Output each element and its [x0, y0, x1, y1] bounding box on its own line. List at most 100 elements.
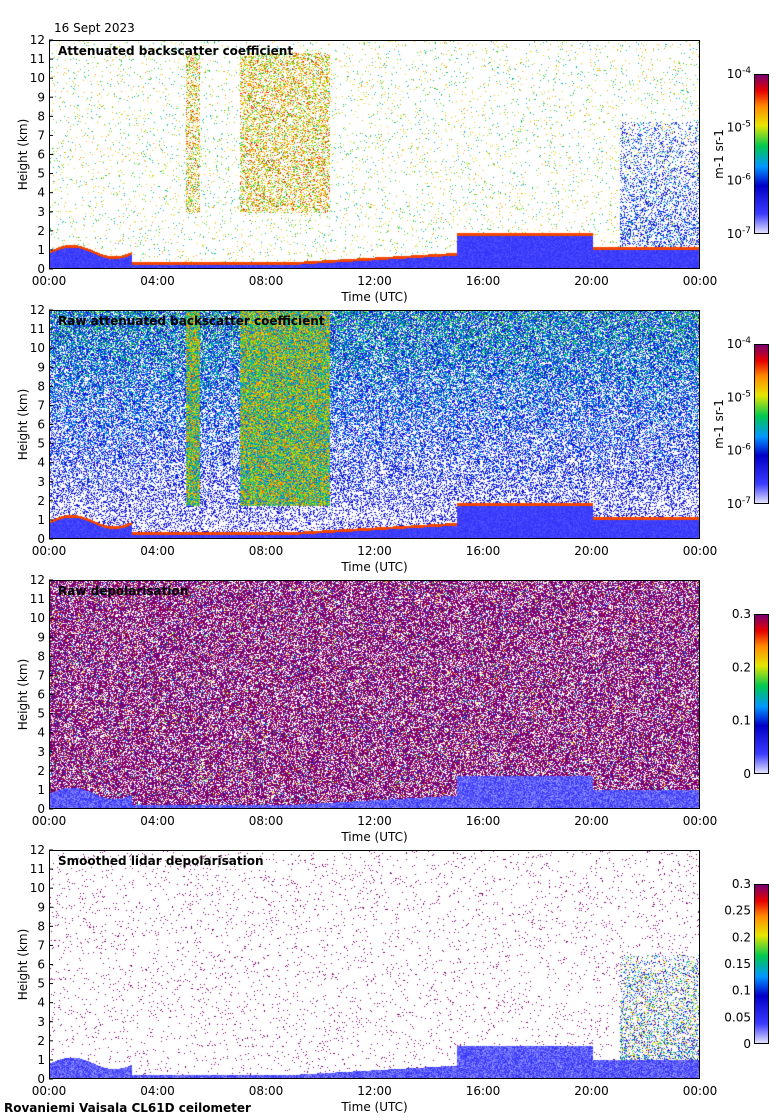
colorbar-tick-label: 0.3 — [732, 607, 751, 621]
y-tick-label: 7 — [37, 938, 45, 952]
x-tick-label: 12:00 — [357, 544, 392, 558]
y-tick-label: 0 — [37, 262, 45, 276]
colorbar-tick-label: 10-5 — [727, 389, 751, 404]
y-tick-label: 9 — [37, 90, 45, 104]
y-tick-label: 7 — [37, 398, 45, 412]
y-tick-label: 3 — [37, 745, 45, 759]
y-tick-label: 12 — [30, 843, 45, 857]
x-tick-label: 20:00 — [574, 1084, 609, 1098]
y-tick-label: 11 — [30, 322, 45, 336]
colorbar — [754, 614, 769, 774]
x-tick-label: 16:00 — [466, 274, 501, 288]
y-tick-label: 9 — [37, 630, 45, 644]
chart-title: Raw depolarisation — [58, 584, 189, 598]
y-tick-label: 8 — [37, 649, 45, 663]
colorbar-unit-label: m-1 sr-1 — [712, 399, 726, 449]
y-tick-label: 6 — [37, 688, 45, 702]
y-tick-label: 9 — [37, 900, 45, 914]
x-tick-label: 00:00 — [32, 814, 67, 828]
y-tick-label: 1 — [37, 513, 45, 527]
x-tick-label: 20:00 — [574, 274, 609, 288]
colorbar-tick-label: 10-6 — [727, 173, 752, 188]
y-tick-label: 0 — [37, 802, 45, 816]
y-tick-label: 8 — [37, 379, 45, 393]
x-tick-label: 20:00 — [574, 544, 609, 558]
colorbar-tick-label: 10-4 — [727, 66, 752, 81]
colorbar-tick-label: 0 — [743, 767, 751, 781]
x-tick-label: 16:00 — [466, 544, 501, 558]
x-tick-label: 04:00 — [140, 274, 175, 288]
y-tick-label: 12 — [30, 303, 45, 317]
colorbar — [754, 884, 769, 1044]
colorbar-tick-label: 10-7 — [727, 496, 751, 511]
y-tick-label: 6 — [37, 958, 45, 972]
y-tick-label: 12 — [30, 33, 45, 47]
x-tick-label: 08:00 — [249, 274, 284, 288]
heatmap-plot-area: Raw depolarisation — [49, 580, 700, 809]
y-axis-label: Height (km) — [16, 659, 30, 730]
y-tick-label: 3 — [37, 475, 45, 489]
x-tick-label: 00:00 — [683, 1084, 718, 1098]
heatmap-plot-area: Raw attenuated backscatter coefficient — [49, 310, 700, 539]
x-tick-label: 04:00 — [140, 544, 175, 558]
colorbar-tick-label: 0 — [743, 1037, 751, 1051]
x-tick-label: 12:00 — [357, 1084, 392, 1098]
y-tick-label: 7 — [37, 128, 45, 142]
x-tick-label: 00:00 — [683, 814, 718, 828]
y-tick-label: 5 — [37, 977, 45, 991]
heatmap-canvas — [50, 311, 699, 538]
y-axis-label: Height (km) — [16, 389, 30, 460]
y-tick-label: 8 — [37, 109, 45, 123]
x-tick-label: 08:00 — [249, 1084, 284, 1098]
chart-title: Attenuated backscatter coefficient — [58, 44, 294, 58]
y-tick-label: 4 — [37, 186, 45, 200]
y-tick-label: 10 — [30, 341, 45, 355]
colorbar-tick-label: 0.2 — [732, 660, 751, 674]
colorbar-tick-label: 0.05 — [724, 1010, 751, 1024]
x-axis-label: Time (UTC) — [340, 830, 407, 844]
chart-panel: Raw depolarisation 0 1 2 3 4 5 6 7 8 9 10 11 12 00:00 0… — [0, 540, 780, 844]
x-tick-label: 00:00 — [32, 274, 67, 288]
y-tick-label: 12 — [30, 573, 45, 587]
y-tick-label: 4 — [37, 456, 45, 470]
y-tick-label: 5 — [37, 437, 45, 451]
date-label: 16 Sept 2023 — [54, 21, 135, 35]
y-tick-label: 0 — [37, 1072, 45, 1086]
x-tick-label: 08:00 — [249, 814, 284, 828]
x-tick-label: 12:00 — [357, 274, 392, 288]
y-tick-label: 4 — [37, 726, 45, 740]
x-axis-label: Time (UTC) — [340, 290, 407, 304]
colorbar-unit-label: m-1 sr-1 — [712, 129, 726, 179]
y-tick-label: 5 — [37, 167, 45, 181]
colorbar-tick-label: 10-6 — [727, 443, 752, 458]
y-tick-label: 3 — [37, 205, 45, 219]
y-tick-label: 2 — [37, 494, 45, 508]
x-axis-label: Time (UTC) — [340, 1100, 407, 1114]
y-tick-label: 9 — [37, 360, 45, 374]
instrument-footer: Rovaniemi Vaisala CL61D ceilometer — [4, 1101, 251, 1115]
y-axis-label: Height (km) — [16, 929, 30, 1000]
colorbar-tick-label: 0.1 — [732, 984, 751, 998]
colorbar-tick-label: 0.2 — [732, 930, 751, 944]
y-tick-label: 8 — [37, 919, 45, 933]
x-tick-label: 08:00 — [249, 544, 284, 558]
x-tick-label: 20:00 — [574, 814, 609, 828]
x-tick-label: 00:00 — [683, 544, 718, 558]
y-tick-label: 2 — [37, 224, 45, 238]
y-tick-label: 5 — [37, 707, 45, 721]
y-tick-label: 6 — [37, 418, 45, 432]
y-tick-label: 1 — [37, 1053, 45, 1067]
y-tick-label: 0 — [37, 532, 45, 546]
colorbar-tick-label: 0.25 — [724, 904, 751, 918]
colorbar-tick-label: 10-4 — [727, 336, 752, 351]
y-tick-label: 11 — [30, 52, 45, 66]
y-tick-label: 11 — [30, 592, 45, 606]
y-tick-label: 7 — [37, 668, 45, 682]
y-tick-label: 2 — [37, 764, 45, 778]
chart-panel: Smoothed lidar depolarisation 0 1 2 3 4 5 6 7 8 9 1… — [0, 810, 780, 1114]
x-tick-label: 04:00 — [140, 814, 175, 828]
